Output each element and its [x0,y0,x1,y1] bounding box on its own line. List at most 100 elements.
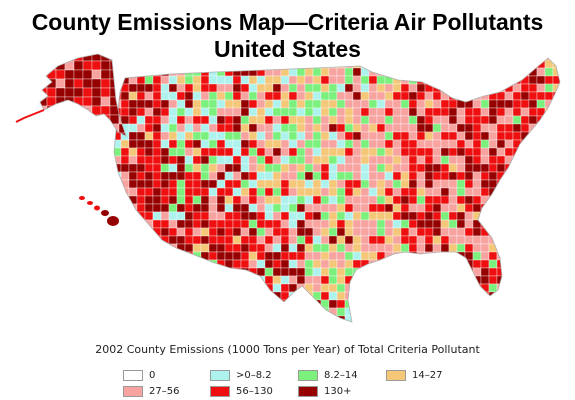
county-cell [232,235,242,245]
county-cell [504,259,514,269]
legend-label: 0 [149,369,156,381]
county-cell [296,211,306,221]
county-cell [272,131,282,141]
county-cell [256,107,266,117]
county-cell [488,267,498,277]
county-cell [424,163,434,173]
county-cell [224,267,234,277]
county-cell [368,195,378,205]
county-cell [240,203,250,213]
county-cell [240,275,250,285]
county-cell [208,291,218,301]
county-cell [176,283,186,293]
county-cell [352,171,362,181]
county-cell [408,203,418,213]
county-cell [128,163,138,173]
county-cell [432,299,442,309]
county-cell [456,115,466,125]
county-cell [464,163,474,173]
county-cell [416,171,426,181]
county-cell [512,275,522,285]
county-cell [296,147,306,157]
county-cell [392,179,402,189]
county-cell [240,283,250,293]
county-cell [536,219,546,229]
county-cell [336,187,346,197]
map-title: County Emissions Map—Criteria Air Pollut… [31,9,544,35]
county-cell [320,75,330,85]
county-cell [224,315,234,322]
county-cell [424,139,434,149]
county-cell [272,163,282,173]
county-cell [248,187,258,197]
county-cell [160,155,170,165]
county-cell [136,227,146,237]
county-cell [264,291,274,301]
county-cell [312,227,322,237]
county-cell [136,259,146,269]
county-cell [328,83,338,93]
county-cell [176,155,186,165]
county-cell [109,96,120,107]
county-cell [544,139,554,149]
county-cell [528,155,538,165]
county-cell [192,267,202,277]
county-cell [456,307,466,317]
legend-item-3: 14–27 [386,369,442,381]
county-cell [264,203,274,213]
county-cell [176,299,186,309]
county-cell [561,284,569,292]
county-cell [256,251,266,261]
county-cell [336,163,346,173]
county-cell [480,139,490,149]
county-cell [536,123,546,133]
county-cell [264,179,274,189]
county-cell [177,324,185,332]
county-cell [528,307,538,317]
county-cell [184,275,194,285]
county-cell [272,75,282,85]
county-cell [200,123,210,133]
county-cell [544,251,554,261]
county-cell [360,67,370,77]
county-cell [400,115,410,125]
county-cell [208,155,218,165]
county-cell [352,83,362,93]
county-cell [416,211,426,221]
county-cell [520,131,530,141]
county-cell [344,99,354,109]
county-cell [312,91,322,101]
county-cell [561,124,569,132]
county-cell [280,259,290,269]
county-cell [496,179,506,189]
county-cell [224,227,234,237]
county-cell [440,147,450,157]
county-cell [504,251,514,261]
county-cell [144,211,154,221]
county-cell [248,171,258,181]
county-cell [264,107,274,117]
county-cell [408,219,418,229]
county-cell [376,139,386,149]
county-cell [216,307,226,317]
county-cell [264,195,274,205]
county-cell [360,219,370,229]
county-cell [264,259,274,269]
county-cell [456,107,466,117]
county-cell [200,139,210,149]
county-cell [192,283,202,293]
county-cell [136,275,146,285]
county-cell [176,59,186,69]
county-cell [73,114,84,125]
county-cell [424,75,434,85]
county-cell [552,163,560,173]
county-cell [136,307,146,317]
county-cell [55,132,66,136]
county-cell [464,291,474,301]
county-cell [296,83,306,93]
county-cell [296,115,306,125]
county-cell [168,163,178,173]
county-cell [144,299,154,309]
county-cell [408,235,418,245]
county-cell [272,59,282,69]
